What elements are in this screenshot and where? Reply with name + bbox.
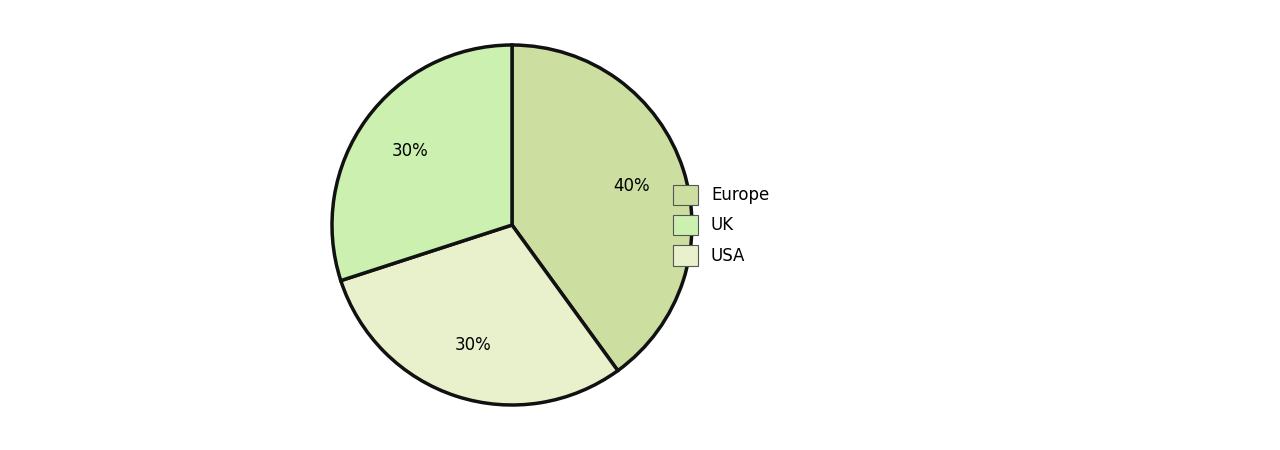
Text: 30%: 30% [392,142,429,160]
Text: 40%: 40% [613,177,650,195]
Wedge shape [512,45,692,371]
Legend: Europe, UK, USA: Europe, UK, USA [664,176,777,274]
Wedge shape [340,225,618,405]
Text: 30%: 30% [454,336,492,354]
Wedge shape [332,45,512,281]
